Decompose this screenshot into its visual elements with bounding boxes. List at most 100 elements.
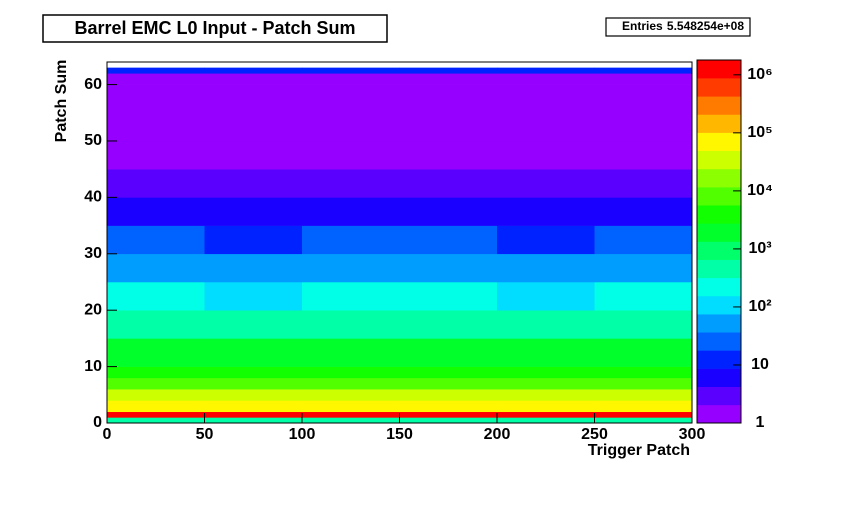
heatmap-cell [204, 169, 303, 198]
x-tick-label: 150 [386, 426, 413, 443]
heatmap-cell [497, 400, 595, 413]
x-tick-label: 250 [581, 426, 608, 443]
heatmap-cell [107, 310, 205, 339]
colorbar-band [697, 205, 741, 224]
heatmap-cell [302, 417, 400, 424]
heatmap-cell [399, 253, 498, 283]
heatmap-cell [399, 197, 498, 226]
heatmap-cell [497, 417, 595, 424]
heatmap-cell [107, 377, 205, 390]
heatmap-cell [497, 73, 595, 85]
heatmap-cell [107, 389, 205, 401]
colorbar-band [697, 223, 741, 242]
z-tick-label: 10³ [748, 240, 771, 257]
heatmap-cell [594, 411, 693, 418]
heatmap-cell [497, 366, 595, 379]
heatmap-cell [204, 400, 303, 413]
heatmap-cell [594, 366, 693, 379]
heatmap-cell [204, 377, 303, 390]
heatmap-cell [399, 417, 498, 424]
chart-title: Barrel EMC L0 Input - Patch Sum [74, 18, 355, 38]
colorbar-band [697, 114, 741, 133]
heatmap-cell [107, 411, 205, 418]
y-tick-label: 10 [84, 358, 102, 375]
heatmap-cell [204, 338, 303, 367]
y-tick-label: 0 [93, 414, 102, 431]
heatmap-cell [204, 197, 303, 226]
heatmap-cell [594, 377, 693, 390]
heatmap-cell [497, 67, 595, 74]
title-box [42, 14, 388, 43]
heatmap-cell [594, 73, 693, 85]
y-tick-label: 50 [84, 132, 102, 149]
heatmap-cell [497, 225, 595, 255]
x-tick-label: 200 [484, 426, 511, 443]
heatmap-cell [399, 140, 498, 170]
heatmap-cell [302, 225, 400, 255]
heatmap-cell [594, 417, 693, 424]
heatmap-cell [399, 366, 498, 379]
colorbar-band [697, 241, 741, 260]
heatmap-cell [302, 112, 400, 142]
heatmap-cell [107, 169, 205, 198]
heatmap-cell [497, 310, 595, 339]
colorbar-band [697, 259, 741, 279]
heatmap-cell [204, 411, 303, 418]
heatmap-cell [497, 389, 595, 401]
heatmap-cell [302, 73, 400, 85]
heatmap-cell [302, 411, 400, 418]
heatmap-cell [204, 253, 303, 283]
heatmap-cell [399, 84, 498, 114]
heatmap-cell [204, 310, 303, 339]
heatmap-cell [594, 84, 693, 114]
heatmap-cell [204, 389, 303, 401]
colorbar-band [697, 168, 741, 188]
heatmap-cell [204, 366, 303, 379]
heatmap-cell [107, 338, 205, 367]
z-tick-label: 10 [751, 356, 769, 373]
colorbar-band [697, 78, 741, 97]
x-axis-label: Trigger Patch [588, 442, 690, 459]
heatmap-cell [399, 400, 498, 413]
heatmap-cell [204, 281, 303, 311]
heatmap-cell [594, 338, 693, 367]
heatmap-cell [302, 169, 400, 198]
colorbar-frame [696, 59, 742, 424]
heatmap-cell [594, 169, 693, 198]
colorbar-band [697, 386, 741, 406]
heatmap-cell [497, 197, 595, 226]
heatmap-cell [107, 417, 205, 424]
stats-label: Entries [622, 19, 663, 33]
heatmap-cell [399, 338, 498, 367]
heatmap-cell [302, 84, 400, 114]
heatmap-cell [107, 253, 205, 283]
colorbar-band [697, 350, 741, 369]
heatmap-cell [497, 253, 595, 283]
heatmap-cell [107, 197, 205, 226]
heatmap-cell [302, 140, 400, 170]
heatmap-cell [302, 366, 400, 379]
z-tick-label: 1 [756, 414, 765, 431]
colorbar-band [697, 368, 741, 387]
heatmap-cell [107, 84, 205, 114]
stats-value: 5.548254e+08 [667, 19, 744, 33]
z-tick-label: 10² [748, 298, 771, 315]
heatmap-cell [399, 67, 498, 74]
heatmap-cell [594, 225, 693, 255]
heatmap-cell [497, 411, 595, 418]
heatmap-cell [399, 73, 498, 85]
y-tick-label: 20 [84, 301, 102, 318]
x-tick-label: 100 [289, 426, 316, 443]
heatmap-cell [204, 67, 303, 74]
heatmap-cell [497, 377, 595, 390]
heatmap-cell [107, 366, 205, 379]
heatmap-cell [594, 310, 693, 339]
x-tick-label: 0 [103, 426, 112, 443]
y-tick-label: 30 [84, 245, 102, 262]
x-tick-label: 50 [196, 426, 214, 443]
heatmap-cell [594, 281, 693, 311]
heatmap-cell [594, 389, 693, 401]
heatmap-cell [302, 389, 400, 401]
colorbar-band [697, 295, 741, 315]
